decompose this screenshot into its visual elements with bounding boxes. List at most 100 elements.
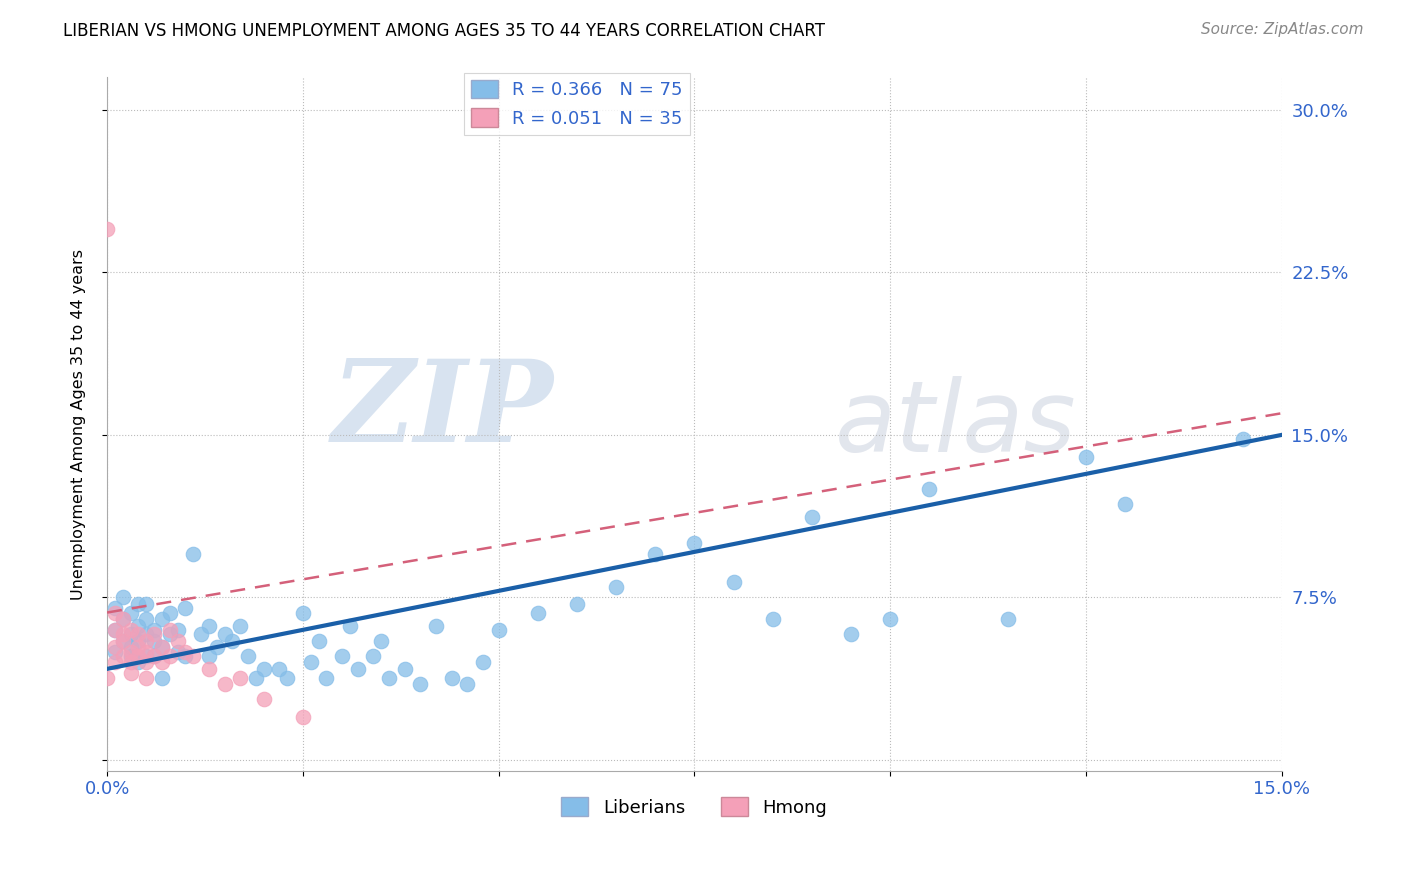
Point	[221, 633, 243, 648]
Point	[104, 640, 127, 655]
Point	[120, 627, 142, 641]
Point	[150, 640, 173, 655]
Point	[723, 575, 745, 590]
Point	[143, 623, 166, 637]
Point	[96, 671, 118, 685]
Point	[315, 671, 337, 685]
Point	[762, 612, 785, 626]
Text: atlas: atlas	[835, 376, 1077, 473]
Point	[291, 709, 314, 723]
Point	[1232, 432, 1254, 446]
Point	[120, 648, 142, 663]
Point	[143, 648, 166, 663]
Point	[214, 627, 236, 641]
Point	[472, 656, 495, 670]
Point	[150, 640, 173, 655]
Point	[378, 671, 401, 685]
Point	[276, 671, 298, 685]
Point	[127, 597, 149, 611]
Point	[120, 640, 142, 655]
Point	[120, 666, 142, 681]
Point	[308, 633, 330, 648]
Point	[135, 656, 157, 670]
Point	[135, 612, 157, 626]
Point	[120, 644, 142, 658]
Point	[236, 648, 259, 663]
Point	[143, 633, 166, 648]
Point	[291, 606, 314, 620]
Point	[135, 671, 157, 685]
Point	[456, 677, 478, 691]
Point	[127, 627, 149, 641]
Point	[127, 656, 149, 670]
Point	[166, 644, 188, 658]
Point	[526, 606, 548, 620]
Point	[346, 662, 368, 676]
Point	[253, 662, 276, 676]
Point	[150, 612, 173, 626]
Point	[111, 633, 134, 648]
Point	[135, 597, 157, 611]
Point	[174, 644, 197, 658]
Point	[181, 648, 204, 663]
Point	[104, 644, 127, 658]
Point	[363, 648, 385, 663]
Point	[370, 633, 392, 648]
Point	[104, 656, 127, 670]
Point	[1114, 497, 1136, 511]
Point	[488, 623, 510, 637]
Point	[111, 633, 134, 648]
Point	[96, 222, 118, 236]
Point	[166, 623, 188, 637]
Point	[135, 644, 157, 658]
Text: Source: ZipAtlas.com: Source: ZipAtlas.com	[1201, 22, 1364, 37]
Point	[198, 618, 221, 632]
Point	[1074, 450, 1097, 464]
Point	[394, 662, 416, 676]
Point	[120, 606, 142, 620]
Point	[198, 662, 221, 676]
Point	[135, 633, 157, 648]
Point	[104, 606, 127, 620]
Point	[839, 627, 862, 641]
Point	[174, 601, 197, 615]
Point	[269, 662, 291, 676]
Point	[214, 677, 236, 691]
Point	[111, 591, 134, 605]
Point	[159, 606, 181, 620]
Point	[104, 623, 127, 637]
Y-axis label: Unemployment Among Ages 35 to 44 years: Unemployment Among Ages 35 to 44 years	[72, 249, 86, 599]
Point	[120, 656, 142, 670]
Point	[339, 618, 361, 632]
Point	[127, 633, 149, 648]
Point	[299, 656, 322, 670]
Point	[159, 627, 181, 641]
Point	[330, 648, 353, 663]
Point	[150, 671, 173, 685]
Point	[111, 612, 134, 626]
Point	[425, 618, 447, 632]
Point	[565, 597, 588, 611]
Point	[166, 633, 188, 648]
Legend: Liberians, Hmong: Liberians, Hmong	[554, 790, 835, 824]
Point	[409, 677, 432, 691]
Point	[104, 601, 127, 615]
Point	[605, 580, 627, 594]
Point	[135, 648, 157, 663]
Point	[683, 536, 706, 550]
Point	[205, 640, 228, 655]
Point	[997, 612, 1019, 626]
Point	[190, 627, 212, 641]
Point	[127, 648, 149, 663]
Point	[918, 482, 941, 496]
Point	[174, 648, 197, 663]
Point	[198, 648, 221, 663]
Point	[879, 612, 901, 626]
Point	[245, 671, 267, 685]
Point	[111, 612, 134, 626]
Point	[127, 618, 149, 632]
Point	[181, 547, 204, 561]
Point	[440, 671, 463, 685]
Point	[159, 623, 181, 637]
Point	[135, 627, 157, 641]
